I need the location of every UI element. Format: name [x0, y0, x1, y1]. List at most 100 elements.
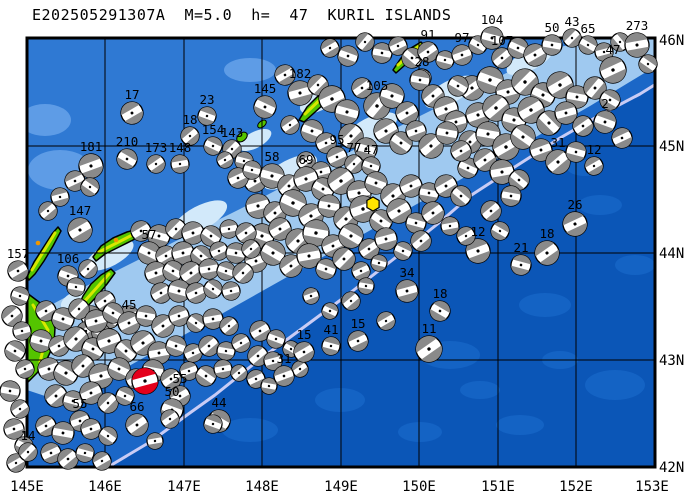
focal-mechanism-beachball	[293, 341, 315, 363]
focal-mechanism-beachball	[562, 211, 588, 237]
longitude-tick-label: 151E	[481, 479, 515, 495]
focal-mechanism-beachball	[98, 426, 118, 446]
focal-mechanism-beachball	[96, 328, 122, 354]
focal-mechanism-beachball	[12, 321, 32, 341]
focal-mechanism-beachball	[490, 221, 510, 241]
focal-mechanism-beachball	[351, 261, 371, 281]
focal-mechanism-beachball	[231, 333, 251, 353]
focal-mechanism-beachball	[273, 365, 295, 387]
focal-mechanism-beachball	[15, 359, 35, 379]
focal-mechanism-beachball	[326, 146, 348, 168]
focal-mechanism-beachball	[97, 392, 119, 414]
focal-mechanism-beachball	[389, 131, 413, 155]
focal-mechanism-beachball	[317, 194, 341, 218]
focal-mechanism-beachball	[565, 141, 587, 163]
focal-mechanism-beachball	[480, 200, 502, 222]
focal-mechanism-beachball	[376, 311, 396, 331]
event-number-label: 148	[169, 140, 192, 155]
focal-mechanism-beachball	[216, 341, 236, 361]
focal-mechanism-beachball	[279, 189, 307, 217]
event-number-label: 182	[289, 66, 312, 81]
focal-mechanism-beachball	[102, 302, 124, 324]
focal-mechanism-beachball	[198, 258, 220, 280]
focal-mechanism-beachball	[274, 64, 296, 86]
focal-mechanism-beachball	[545, 149, 571, 175]
event-number-label: 157	[7, 246, 30, 261]
focal-mechanism-beachball	[572, 115, 594, 137]
focal-mechanism-beachball	[593, 110, 617, 134]
focal-mechanism-beachball	[473, 148, 497, 172]
focal-mechanism-beachball	[51, 307, 75, 331]
focal-mechanism-beachball	[410, 230, 432, 252]
event-number-label: 18	[182, 112, 197, 127]
focal-mechanism-beachball	[418, 182, 440, 204]
focal-mechanism-beachball	[209, 241, 229, 261]
event-number-label: 145	[254, 81, 277, 96]
focal-mechanism-beachball	[227, 167, 249, 189]
focal-mechanism-beachball	[510, 124, 536, 150]
focal-mechanism-beachball	[510, 254, 532, 276]
event-number-label: 104	[481, 12, 504, 27]
focal-mechanism-beachball	[221, 281, 241, 301]
focal-mechanism-beachball	[125, 413, 149, 437]
focal-mechanism-beachball	[266, 329, 286, 349]
event-number-label: 41	[323, 322, 338, 337]
focal-mechanism-beachball	[197, 106, 217, 126]
focal-mechanism-beachball	[146, 432, 164, 450]
focal-mechanism-beachball	[130, 220, 152, 242]
focal-mechanism-beachball	[529, 138, 553, 162]
focal-mechanism-beachball	[198, 335, 220, 357]
focal-mechanism-beachball	[415, 335, 443, 363]
focal-mechanism-beachball	[409, 69, 431, 91]
focal-mechanism-beachball	[386, 198, 412, 224]
focal-mechanism-beachball	[51, 421, 75, 445]
event-number-label: 11	[421, 321, 436, 336]
event-number-label: 50	[544, 20, 559, 35]
focal-mechanism-beachball	[246, 369, 266, 389]
focal-mechanism-beachball	[480, 26, 504, 50]
focal-mechanism-beachball	[399, 174, 423, 198]
event-number-label: 154	[202, 122, 225, 137]
focal-mechanism-beachball	[450, 140, 472, 162]
elevation-spot	[113, 237, 119, 243]
latitude-tick-label: 43N	[659, 353, 684, 369]
event-number-label: 14	[20, 428, 35, 443]
longitude-tick-label: 145E	[10, 479, 44, 495]
event-number-label: 77	[346, 140, 361, 155]
focal-mechanism-beachball	[429, 300, 451, 322]
event-number-label: 44	[211, 395, 226, 410]
focal-mechanism-beachball	[242, 160, 262, 180]
event-number-label: 69	[298, 152, 313, 167]
event-number-label: 34	[399, 265, 414, 280]
longitude-tick-label: 149E	[324, 479, 358, 495]
focal-mechanism-beachball	[232, 262, 254, 284]
focal-mechanism-beachball	[230, 364, 248, 382]
focal-mechanism-beachball	[450, 185, 472, 207]
event-number-label: 58	[264, 149, 279, 164]
event-number-label: 26	[567, 197, 582, 212]
longitude-tick-label: 147E	[167, 479, 201, 495]
event-number-label: 12	[586, 142, 601, 157]
focal-mechanism-beachball	[18, 442, 38, 462]
focal-mechanism-beachball	[165, 335, 187, 357]
event-number-label: 57	[141, 227, 156, 242]
focal-mechanism-beachball	[508, 169, 530, 191]
latitude-tick-label: 46N	[659, 33, 684, 49]
focal-mechanism-beachball	[511, 68, 539, 96]
event-number-label: 17	[124, 87, 139, 102]
focal-mechanism-beachball	[491, 47, 513, 69]
focal-mechanism-beachball	[260, 377, 278, 395]
focal-mechanism-beachball	[171, 241, 195, 265]
focal-mechanism-beachball	[507, 37, 529, 59]
focal-mechanism-beachball	[320, 38, 340, 58]
latitude-tick-label: 45N	[659, 139, 684, 155]
focal-mechanism-beachball	[116, 148, 138, 170]
focal-mechanism-beachball	[371, 42, 393, 64]
focal-mechanism-beachball	[117, 311, 141, 335]
focal-mechanism-beachball	[263, 351, 283, 371]
event-number-label: 55	[172, 371, 187, 386]
focal-mechanism-beachball	[167, 279, 191, 303]
focal-mechanism-beachball	[355, 32, 375, 52]
latitude-tick-label: 42N	[659, 460, 684, 476]
